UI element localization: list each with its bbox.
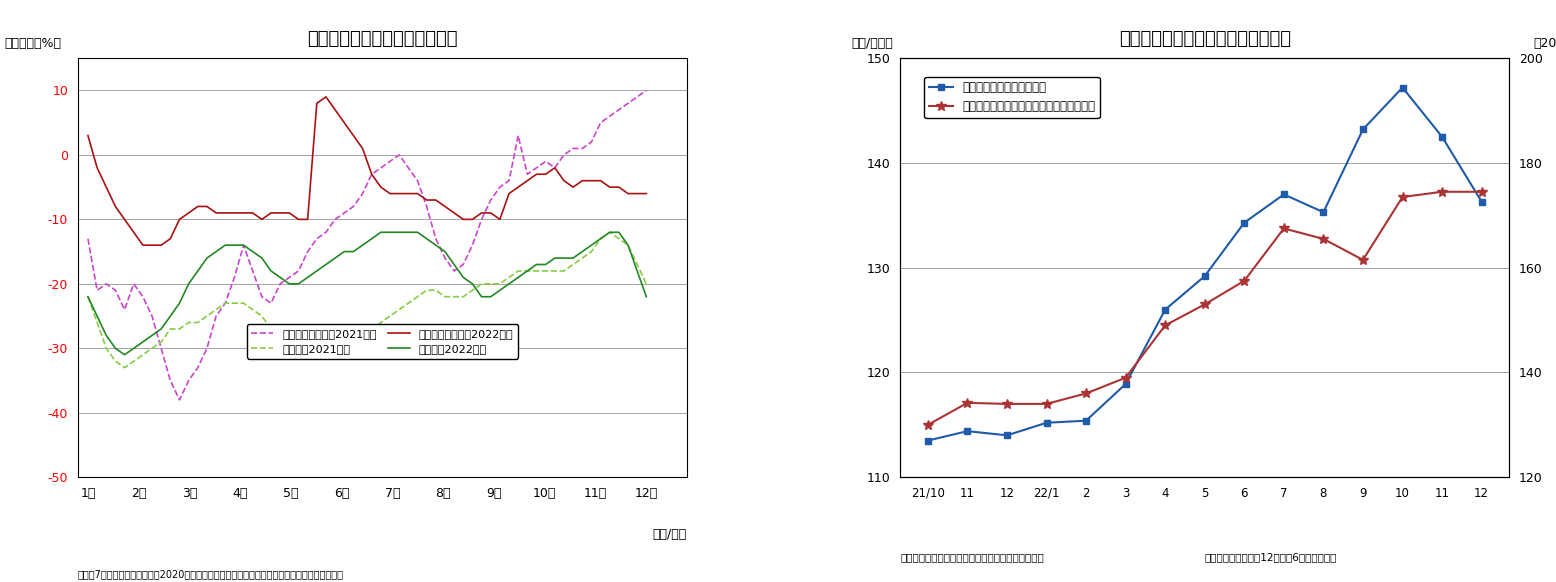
Legend: 小売・娯楽施設（2021年）, 乗換駅（2021年）, 小売・娯楽施設（2022年）, 乗換駅（2022年）: 小売・娯楽施設（2021年）, 乗換駅（2021年）, 小売・娯楽施設（2022…: [247, 324, 518, 359]
輸入物価指数（円ベースの総平均・右軸）: [1077, 390, 1095, 397]
輸入物価指数（円ベースの総平均・右軸）: [1116, 374, 1134, 381]
輸入物価指数（円ベースの総平均・右軸）: [1195, 301, 1214, 308]
Text: （資料）日本銀行資料よりニッセイ基礎研究所作成: （資料）日本銀行資料よりニッセイ基礎研究所作成: [901, 553, 1044, 563]
Title: （図表７）ドル円と輸入物価の動向: （図表７）ドル円と輸入物価の動向: [1119, 30, 1291, 48]
輸入物価指数（円ベースの総平均・右軸）: [958, 399, 977, 406]
Line: 輸入物価指数（円ベースの総平均・右軸）: 輸入物価指数（円ベースの総平均・右軸）: [923, 187, 1486, 430]
輸入物価指数（円ベースの総平均・右軸）: [1315, 235, 1333, 242]
ドル円レート（月次平均）: [918, 437, 937, 444]
Text: （2020年＝100）: （2020年＝100）: [1533, 37, 1556, 50]
輸入物価指数（円ベースの総平均・右軸）: [1354, 256, 1372, 263]
ドル円レート（月次平均）: [1195, 272, 1214, 279]
Text: （円/ドル）: （円/ドル）: [851, 37, 893, 50]
輸入物価指数（円ベースの総平均・右軸）: [1433, 189, 1452, 196]
ドル円レート（月次平均）: [1315, 209, 1333, 216]
ドル円レート（月次平均）: [1354, 126, 1372, 133]
輸入物価指数（円ベースの総平均・右軸）: [1038, 400, 1057, 407]
ドル円レート（月次平均）: [1433, 133, 1452, 140]
Title: （図表６）人出の動向（全国）: （図表６）人出の動向（全国）: [307, 30, 457, 48]
ドル円レート（月次平均）: [1116, 381, 1134, 388]
ドル円レート（月次平均）: [1472, 198, 1491, 205]
ドル円レート（月次平均）: [1077, 417, 1095, 424]
ドル円レート（月次平均）: [958, 428, 977, 435]
Line: ドル円レート（月次平均）: ドル円レート（月次平均）: [924, 84, 1484, 444]
輸入物価指数（円ベースの総平均・右軸）: [918, 421, 937, 428]
Text: （基準比・%）: （基準比・%）: [5, 37, 62, 50]
輸入物価指数（円ベースの総平均・右軸）: [1235, 278, 1254, 285]
ドル円レート（月次平均）: [1235, 219, 1254, 226]
ドル円レート（月次平均）: [1156, 306, 1175, 313]
Legend: ドル円レート（月次平均）, 輸入物価指数（円ベースの総平均・右軸）: ドル円レート（月次平均）, 輸入物価指数（円ベースの総平均・右軸）: [924, 77, 1100, 118]
輸入物価指数（円ベースの総平均・右軸）: [1156, 322, 1175, 329]
輸入物価指数（円ベースの総平均・右軸）: [1274, 225, 1293, 232]
ドル円レート（月次平均）: [1274, 191, 1293, 198]
ドル円レート（月次平均）: [997, 432, 1016, 439]
ドル円レート（月次平均）: [1393, 84, 1411, 91]
輸入物価指数（円ベースの総平均・右軸）: [997, 400, 1016, 407]
Text: （年/月）: （年/月）: [652, 527, 686, 541]
Text: （注）ドル円の直近12月分は6日までの平均: （注）ドル円の直近12月分は6日までの平均: [1204, 553, 1337, 563]
輸入物価指数（円ベースの総平均・右軸）: [1393, 193, 1411, 200]
ドル円レート（月次平均）: [1038, 419, 1057, 426]
Text: （注）7日移動平均。基準値は2020年１月３日～２月６日の５週間における該当曜日の中央値。: （注）7日移動平均。基準値は2020年１月３日～２月６日の５週間における該当曜日…: [78, 569, 344, 580]
輸入物価指数（円ベースの総平均・右軸）: [1472, 189, 1491, 196]
